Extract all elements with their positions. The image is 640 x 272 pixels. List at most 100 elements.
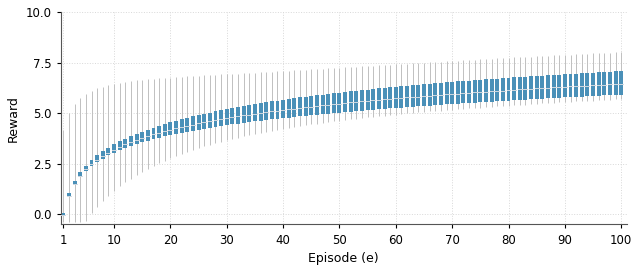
- Bar: [124, 139, 127, 148]
- Bar: [546, 75, 550, 98]
- Bar: [90, 160, 93, 166]
- Bar: [405, 86, 409, 107]
- Bar: [591, 73, 595, 96]
- Bar: [129, 136, 133, 146]
- Bar: [377, 88, 381, 109]
- Bar: [456, 82, 460, 104]
- Bar: [95, 155, 99, 162]
- Bar: [67, 193, 71, 196]
- Bar: [225, 109, 228, 125]
- Bar: [580, 73, 584, 97]
- Bar: [574, 73, 578, 97]
- Bar: [191, 116, 195, 131]
- Bar: [321, 95, 324, 114]
- Bar: [304, 97, 308, 116]
- Bar: [196, 115, 200, 130]
- Bar: [219, 110, 223, 126]
- Bar: [78, 172, 82, 177]
- Bar: [264, 102, 268, 120]
- Bar: [428, 84, 431, 106]
- Bar: [512, 78, 516, 100]
- Bar: [180, 119, 184, 133]
- Bar: [394, 87, 398, 108]
- Bar: [230, 108, 234, 124]
- Bar: [208, 113, 212, 128]
- Bar: [557, 75, 561, 98]
- Bar: [568, 74, 573, 97]
- Bar: [134, 134, 139, 144]
- Bar: [529, 76, 533, 99]
- Bar: [461, 81, 465, 103]
- Bar: [484, 79, 488, 102]
- Bar: [399, 86, 403, 108]
- Bar: [326, 94, 330, 114]
- Bar: [422, 84, 426, 106]
- Bar: [168, 122, 172, 135]
- Bar: [524, 77, 527, 100]
- Bar: [214, 112, 218, 127]
- Bar: [450, 82, 454, 104]
- Y-axis label: Reward: Reward: [7, 95, 20, 142]
- Bar: [337, 92, 342, 113]
- Bar: [495, 79, 499, 101]
- Bar: [445, 82, 449, 104]
- Bar: [247, 105, 252, 122]
- Bar: [411, 85, 415, 107]
- Bar: [620, 71, 623, 95]
- Bar: [118, 141, 122, 150]
- Bar: [501, 78, 505, 101]
- Bar: [112, 144, 116, 153]
- Bar: [73, 181, 77, 185]
- Bar: [383, 88, 387, 109]
- Bar: [309, 96, 313, 115]
- Bar: [586, 73, 589, 96]
- Bar: [84, 166, 88, 171]
- Bar: [253, 104, 257, 122]
- Bar: [602, 72, 606, 95]
- Bar: [355, 91, 358, 111]
- Bar: [360, 90, 364, 111]
- Bar: [315, 95, 319, 115]
- Bar: [596, 72, 601, 96]
- Bar: [433, 83, 437, 105]
- Bar: [61, 213, 65, 216]
- Bar: [275, 101, 280, 119]
- Bar: [157, 126, 161, 138]
- Bar: [242, 106, 246, 123]
- Bar: [506, 78, 511, 101]
- Bar: [236, 107, 240, 124]
- Bar: [365, 89, 370, 110]
- Bar: [202, 114, 206, 129]
- Bar: [417, 85, 420, 106]
- Bar: [174, 121, 178, 134]
- Bar: [540, 76, 544, 99]
- X-axis label: Episode (e): Episode (e): [308, 252, 379, 265]
- Bar: [152, 128, 156, 139]
- Bar: [478, 80, 483, 102]
- Bar: [146, 129, 150, 141]
- Bar: [140, 132, 144, 142]
- Bar: [608, 72, 612, 95]
- Bar: [163, 124, 167, 137]
- Bar: [614, 71, 618, 95]
- Bar: [490, 79, 493, 101]
- Bar: [371, 89, 375, 110]
- Bar: [186, 118, 189, 132]
- Bar: [343, 92, 347, 112]
- Bar: [298, 97, 302, 116]
- Bar: [552, 75, 556, 98]
- Bar: [106, 148, 110, 156]
- Bar: [281, 100, 285, 118]
- Bar: [287, 99, 291, 118]
- Bar: [439, 83, 443, 105]
- Bar: [349, 91, 353, 112]
- Bar: [563, 74, 567, 97]
- Bar: [467, 81, 471, 103]
- Bar: [535, 76, 539, 99]
- Bar: [473, 80, 477, 103]
- Bar: [388, 87, 392, 109]
- Bar: [270, 101, 274, 119]
- Bar: [332, 93, 336, 113]
- Bar: [518, 77, 522, 100]
- Bar: [292, 98, 296, 117]
